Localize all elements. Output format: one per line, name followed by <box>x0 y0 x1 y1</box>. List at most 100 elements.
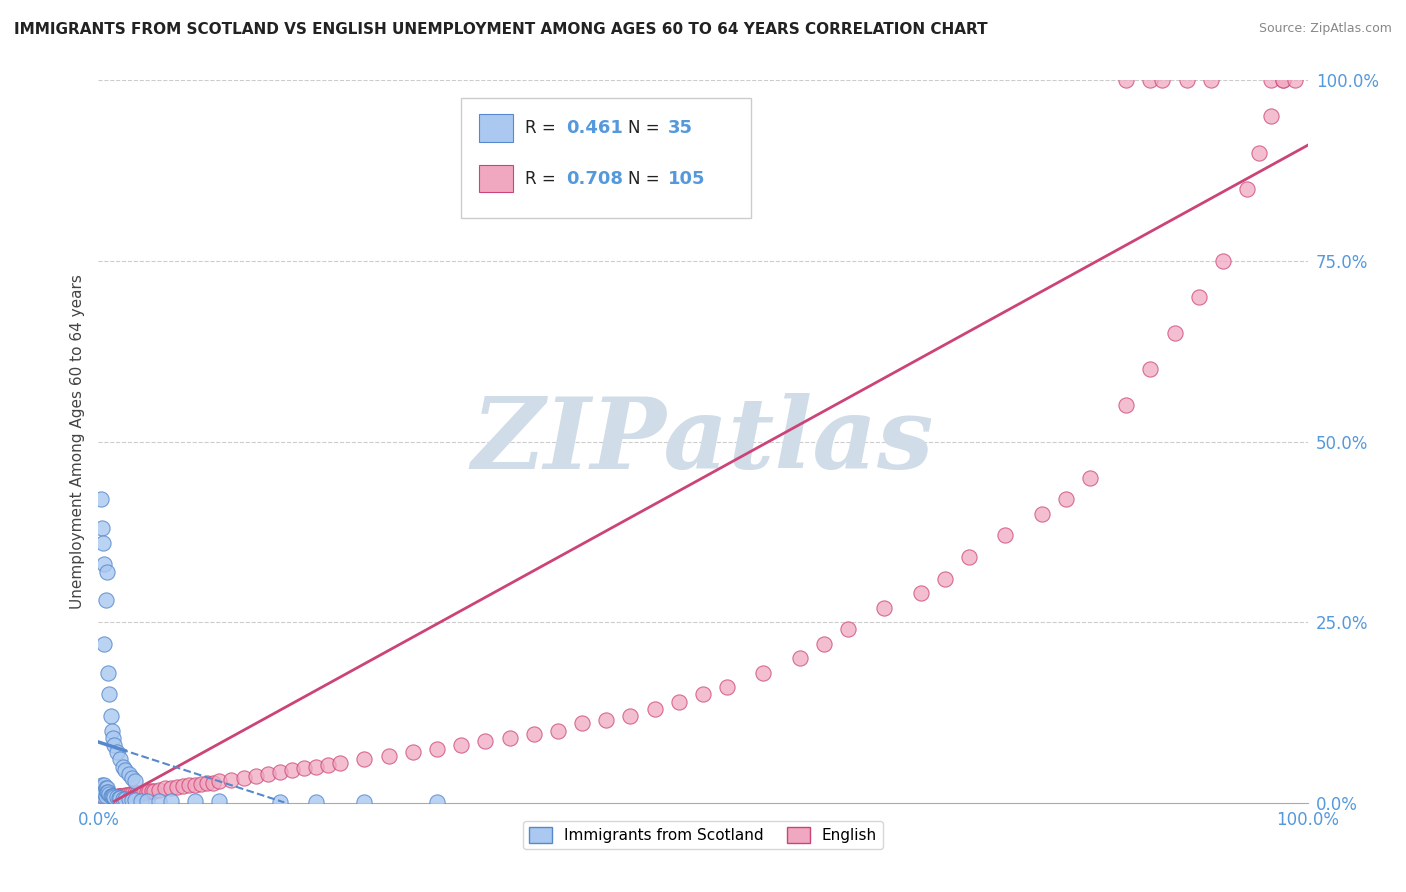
Point <box>1031 507 1053 521</box>
Point <box>94 792 117 806</box>
Point <box>184 778 207 792</box>
Point <box>118 767 141 781</box>
Point <box>377 748 399 763</box>
Text: 35: 35 <box>668 119 693 137</box>
Point <box>108 752 131 766</box>
Point <box>789 651 811 665</box>
Point <box>619 709 641 723</box>
Point <box>97 785 120 799</box>
Point <box>752 665 775 680</box>
Point <box>131 786 153 800</box>
Point <box>426 741 449 756</box>
Point <box>127 786 149 800</box>
Point <box>101 731 124 745</box>
Point <box>813 637 835 651</box>
Point <box>1054 492 1077 507</box>
Point <box>1115 73 1137 87</box>
Point <box>1163 326 1185 340</box>
Point <box>994 528 1017 542</box>
Point <box>91 781 114 796</box>
Point <box>93 792 115 806</box>
Text: IMMIGRANTS FROM SCOTLAND VS ENGLISH UNEMPLOYMENT AMONG AGES 60 TO 64 YEARS CORRE: IMMIGRANTS FROM SCOTLAND VS ENGLISH UNEM… <box>14 22 987 37</box>
Point <box>166 780 188 794</box>
Point <box>571 716 593 731</box>
Point <box>121 793 143 807</box>
Text: N =: N = <box>628 169 665 187</box>
Point <box>692 687 714 701</box>
Point <box>269 765 291 780</box>
Point <box>1212 253 1234 268</box>
Point <box>118 792 141 806</box>
Point <box>292 761 315 775</box>
Point <box>143 783 166 797</box>
Point <box>134 785 156 799</box>
Point <box>108 790 131 805</box>
Point <box>111 760 134 774</box>
Point <box>245 769 267 783</box>
Point <box>114 764 136 778</box>
Point <box>91 792 114 806</box>
Point <box>934 572 956 586</box>
Point <box>94 593 117 607</box>
Point <box>117 788 139 802</box>
Point <box>1284 73 1306 87</box>
Point <box>644 702 666 716</box>
Point <box>141 783 163 797</box>
Point <box>89 794 111 808</box>
Point <box>111 792 134 806</box>
Point <box>1078 470 1101 484</box>
Point <box>105 745 128 759</box>
Point <box>160 794 183 808</box>
Point <box>957 550 980 565</box>
Point <box>90 793 112 807</box>
Point <box>93 785 115 799</box>
Point <box>98 687 121 701</box>
Point <box>114 792 136 806</box>
Point <box>94 789 117 803</box>
Point <box>128 786 150 800</box>
Point <box>91 794 114 808</box>
Point <box>402 745 425 759</box>
Point <box>1260 73 1282 87</box>
Point <box>98 791 121 805</box>
Point <box>90 781 112 796</box>
Point <box>124 774 146 789</box>
Point <box>873 600 896 615</box>
Point <box>329 756 352 770</box>
Text: 0.461: 0.461 <box>567 119 623 137</box>
Point <box>281 764 304 778</box>
Point <box>96 785 118 799</box>
Point <box>103 738 125 752</box>
Point <box>135 794 157 808</box>
Point <box>256 767 278 781</box>
Point <box>179 779 201 793</box>
Point <box>208 774 231 789</box>
Point <box>108 791 131 805</box>
Point <box>1260 110 1282 124</box>
Text: ZIPatlas: ZIPatlas <box>472 393 934 490</box>
Point <box>353 752 375 766</box>
Point <box>172 779 194 793</box>
Point <box>1199 73 1222 87</box>
Point <box>96 791 118 805</box>
Point <box>100 723 122 738</box>
Point <box>101 789 124 803</box>
Point <box>108 789 131 804</box>
Point <box>316 757 339 772</box>
Point <box>105 790 128 805</box>
Point <box>94 793 117 807</box>
Point <box>1272 73 1295 87</box>
Point <box>1249 145 1271 160</box>
Point <box>100 789 122 803</box>
Point <box>93 637 115 651</box>
Point <box>595 713 617 727</box>
Text: N =: N = <box>628 119 665 137</box>
Point <box>474 734 496 748</box>
Point <box>103 790 125 805</box>
Point <box>104 790 127 805</box>
Point <box>96 781 118 796</box>
Point <box>114 788 136 802</box>
Point <box>103 790 125 805</box>
Point <box>547 723 569 738</box>
FancyBboxPatch shape <box>461 98 751 218</box>
